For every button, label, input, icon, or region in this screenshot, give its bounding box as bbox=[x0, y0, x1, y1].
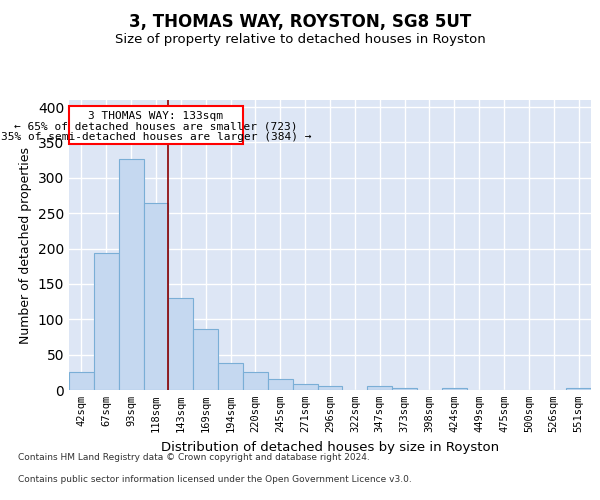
Bar bbox=[442, 388, 467, 390]
Bar bbox=[69, 372, 94, 390]
Text: 35% of semi-detached houses are larger (384) →: 35% of semi-detached houses are larger (… bbox=[1, 132, 311, 142]
Bar bbox=[169, 298, 193, 390]
Bar bbox=[392, 388, 417, 390]
Bar bbox=[317, 386, 343, 390]
Bar bbox=[94, 254, 119, 390]
Bar bbox=[143, 202, 169, 390]
Text: 3 THOMAS WAY: 133sqm: 3 THOMAS WAY: 133sqm bbox=[89, 110, 223, 120]
Bar bbox=[218, 363, 243, 390]
Bar bbox=[268, 378, 293, 390]
Bar bbox=[243, 372, 268, 390]
Text: Contains public sector information licensed under the Open Government Licence v3: Contains public sector information licen… bbox=[18, 475, 412, 484]
Text: 3, THOMAS WAY, ROYSTON, SG8 5UT: 3, THOMAS WAY, ROYSTON, SG8 5UT bbox=[129, 12, 471, 30]
Bar bbox=[193, 329, 218, 390]
Bar bbox=[566, 388, 591, 390]
Bar bbox=[69, 106, 243, 144]
Text: ← 65% of detached houses are smaller (723): ← 65% of detached houses are smaller (72… bbox=[14, 122, 298, 132]
Bar bbox=[119, 158, 143, 390]
Bar bbox=[293, 384, 317, 390]
X-axis label: Distribution of detached houses by size in Royston: Distribution of detached houses by size … bbox=[161, 440, 499, 454]
Bar bbox=[367, 386, 392, 390]
Text: Contains HM Land Registry data © Crown copyright and database right 2024.: Contains HM Land Registry data © Crown c… bbox=[18, 454, 370, 462]
Y-axis label: Number of detached properties: Number of detached properties bbox=[19, 146, 32, 344]
Text: Size of property relative to detached houses in Royston: Size of property relative to detached ho… bbox=[115, 32, 485, 46]
